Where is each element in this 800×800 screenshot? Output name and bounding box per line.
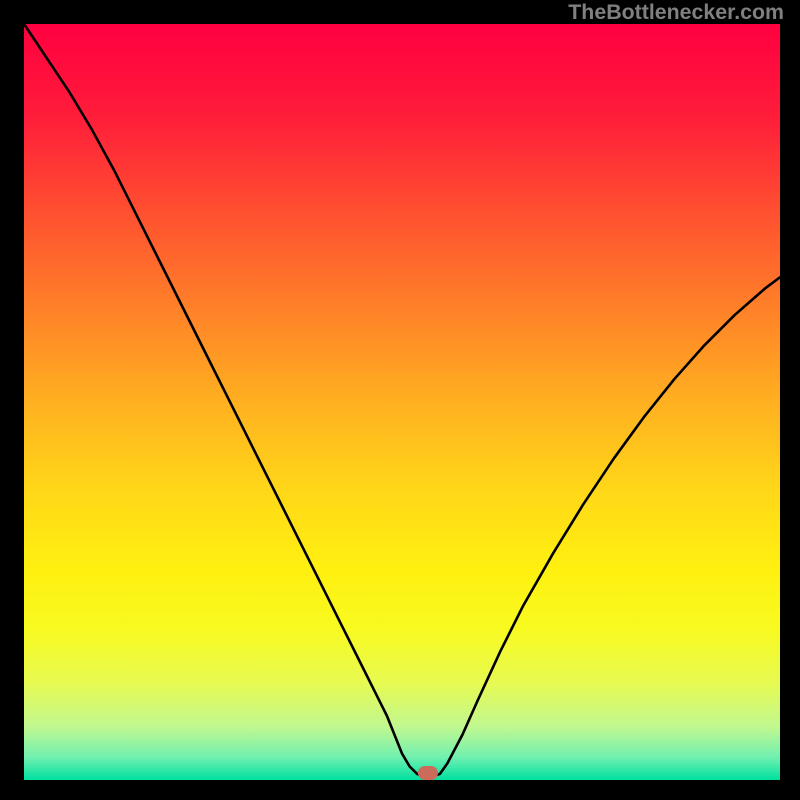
plot-area [24,24,780,780]
chart-container: TheBottlenecker.com [0,0,800,800]
bottleneck-curve [24,24,780,776]
curve-layer [24,24,780,780]
optimal-point-marker [418,766,438,780]
watermark-text: TheBottlenecker.com [568,0,784,25]
